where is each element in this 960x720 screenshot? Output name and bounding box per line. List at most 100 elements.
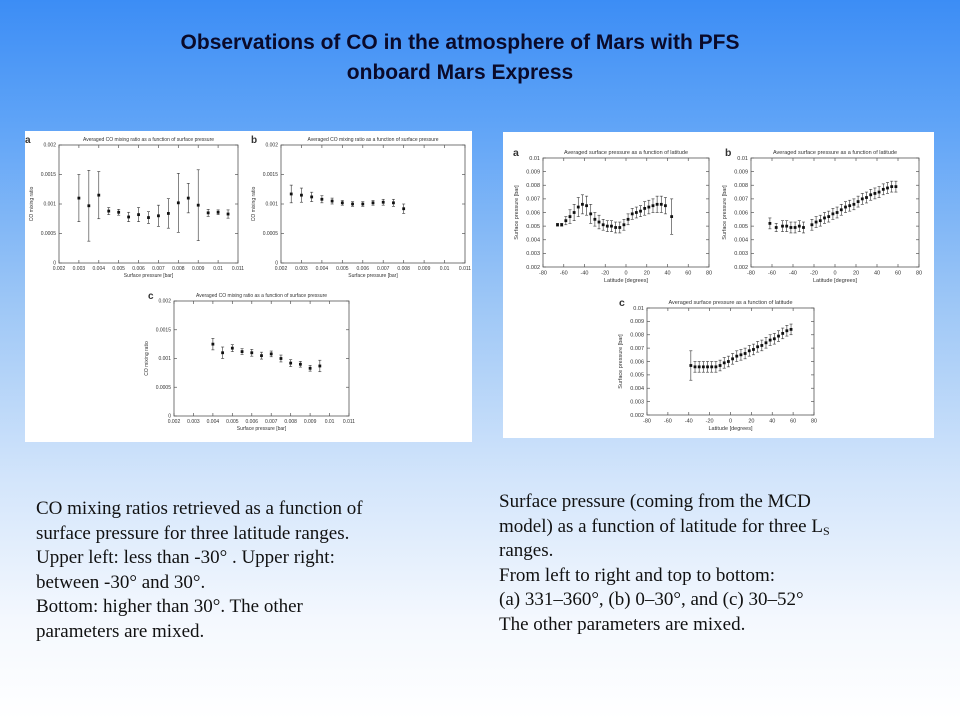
x-tick-label: -40 — [581, 271, 589, 277]
x-tick-label: 60 — [895, 271, 901, 277]
y-tick-label: 0.004 — [526, 238, 540, 244]
data-point — [568, 215, 572, 218]
x-tick-label: 0.005 — [336, 266, 349, 272]
x-tick-label: 0.01 — [325, 419, 335, 425]
x-tick-label: 40 — [874, 271, 880, 277]
data-point — [320, 197, 324, 201]
data-point — [605, 224, 609, 228]
x-tick-label: 0.002 — [168, 419, 181, 425]
y-tick-label: 0.001 — [265, 202, 278, 208]
y-tick-label: 0.007 — [734, 197, 748, 203]
data-point — [585, 204, 588, 208]
plot-frame — [542, 157, 710, 268]
data-point — [601, 223, 605, 227]
y-tick-label: 0.005 — [734, 224, 748, 230]
y-tick-label: 0 — [53, 261, 56, 267]
x-tick-label: 60 — [685, 271, 691, 277]
plot-frame — [58, 144, 239, 264]
data-point — [176, 201, 180, 205]
x-tick-label: 40 — [769, 419, 775, 425]
data-point — [226, 212, 230, 216]
caption-line: From left to right and top to bottom: — [499, 564, 776, 586]
co-b-chart: Averaged CO mixing ratio as a function o… — [251, 135, 471, 279]
x-tick-label: 0.008 — [284, 419, 297, 425]
co-figure-panel: Averaged CO mixing ratio as a function o… — [25, 131, 472, 442]
data-point — [714, 365, 718, 369]
panel-letter: a — [25, 135, 31, 146]
chart-title: Averaged CO mixing ratio as a function o… — [83, 137, 214, 143]
data-point — [873, 192, 877, 195]
x-tick-label: 0.011 — [343, 419, 355, 425]
x-tick-label: 0.002 — [53, 266, 66, 272]
data-point — [589, 212, 593, 216]
data-point — [752, 348, 755, 351]
data-point — [693, 365, 697, 369]
data-point — [655, 202, 659, 206]
y-tick-label: 0.005 — [526, 224, 540, 230]
y-axis-label: CO mixing ratio — [251, 187, 257, 222]
data-point — [894, 185, 898, 189]
y-tick-label: 0.008 — [630, 333, 644, 339]
y-tick-label: 0.0015 — [156, 327, 172, 333]
x-tick-label: 80 — [706, 271, 712, 277]
x-tick-label: 0 — [624, 271, 627, 277]
y-tick-label: 0.009 — [630, 319, 644, 325]
caption-line: ranges. — [499, 540, 554, 561]
x-tick-label: 0.011 — [459, 266, 471, 272]
y-tick-label: 0.004 — [630, 386, 644, 392]
y-tick-label: 0.01 — [737, 156, 748, 162]
x-tick-label: 0.006 — [132, 266, 145, 272]
data-point — [117, 210, 121, 214]
x-tick-label: 0.006 — [246, 419, 259, 425]
ps-b-chart: Averaged surface pressure as a function … — [722, 147, 922, 284]
y-tick-label: 0.01 — [633, 306, 644, 312]
data-point — [647, 205, 651, 209]
x-tick-label: 0.005 — [112, 266, 125, 272]
data-point — [298, 362, 302, 366]
data-point — [664, 204, 667, 208]
co-c-chart: Averaged CO mixing ratio as a function o… — [144, 291, 355, 432]
data-point — [361, 202, 365, 206]
data-point — [371, 201, 375, 205]
data-point — [848, 204, 852, 208]
data-point — [743, 352, 747, 355]
y-tick-label: 0.004 — [734, 238, 748, 244]
data-point — [701, 365, 705, 369]
x-tick-label: 0.003 — [73, 266, 86, 272]
data-point — [97, 193, 101, 197]
x-tick-label: 0 — [833, 271, 836, 277]
pressure-figure-svg: Averaged surface pressure as a function … — [513, 147, 922, 432]
data-point — [206, 211, 210, 215]
data-point — [789, 328, 793, 331]
x-axis-label: Surface pressure [bar] — [348, 273, 398, 279]
data-point — [618, 226, 622, 229]
data-point — [835, 211, 839, 214]
chart-title: Averaged surface pressure as a function … — [668, 300, 792, 306]
y-tick-label: 0.003 — [734, 251, 748, 257]
y-tick-label: 0.007 — [630, 346, 644, 352]
x-tick-label: 0.008 — [397, 266, 410, 272]
data-point — [269, 352, 273, 356]
data-point — [381, 200, 385, 204]
x-tick-label: 0.007 — [152, 266, 165, 272]
x-tick-label: 0.011 — [232, 266, 244, 272]
data-point — [670, 215, 674, 218]
data-point — [718, 364, 722, 367]
data-point — [581, 202, 584, 206]
y-tick-label: 0.003 — [526, 251, 540, 257]
y-tick-label: 0.001 — [43, 202, 56, 208]
x-axis-label: Latitude [degrees] — [813, 278, 858, 284]
panel-letter: c — [619, 297, 625, 309]
x-tick-label: 20 — [748, 419, 754, 425]
y-tick-label: 0.006 — [734, 210, 748, 216]
x-tick-label: -60 — [664, 419, 672, 425]
x-axis-label: Surface pressure [bar] — [124, 273, 174, 279]
data-point — [651, 204, 655, 208]
co-a-chart: Averaged CO mixing ratio as a function o… — [25, 135, 244, 279]
data-point — [556, 223, 559, 227]
x-tick-label: -20 — [601, 271, 609, 277]
data-point — [781, 224, 784, 228]
data-point — [852, 202, 856, 206]
data-point — [768, 338, 772, 342]
x-tick-label: 80 — [811, 419, 817, 425]
